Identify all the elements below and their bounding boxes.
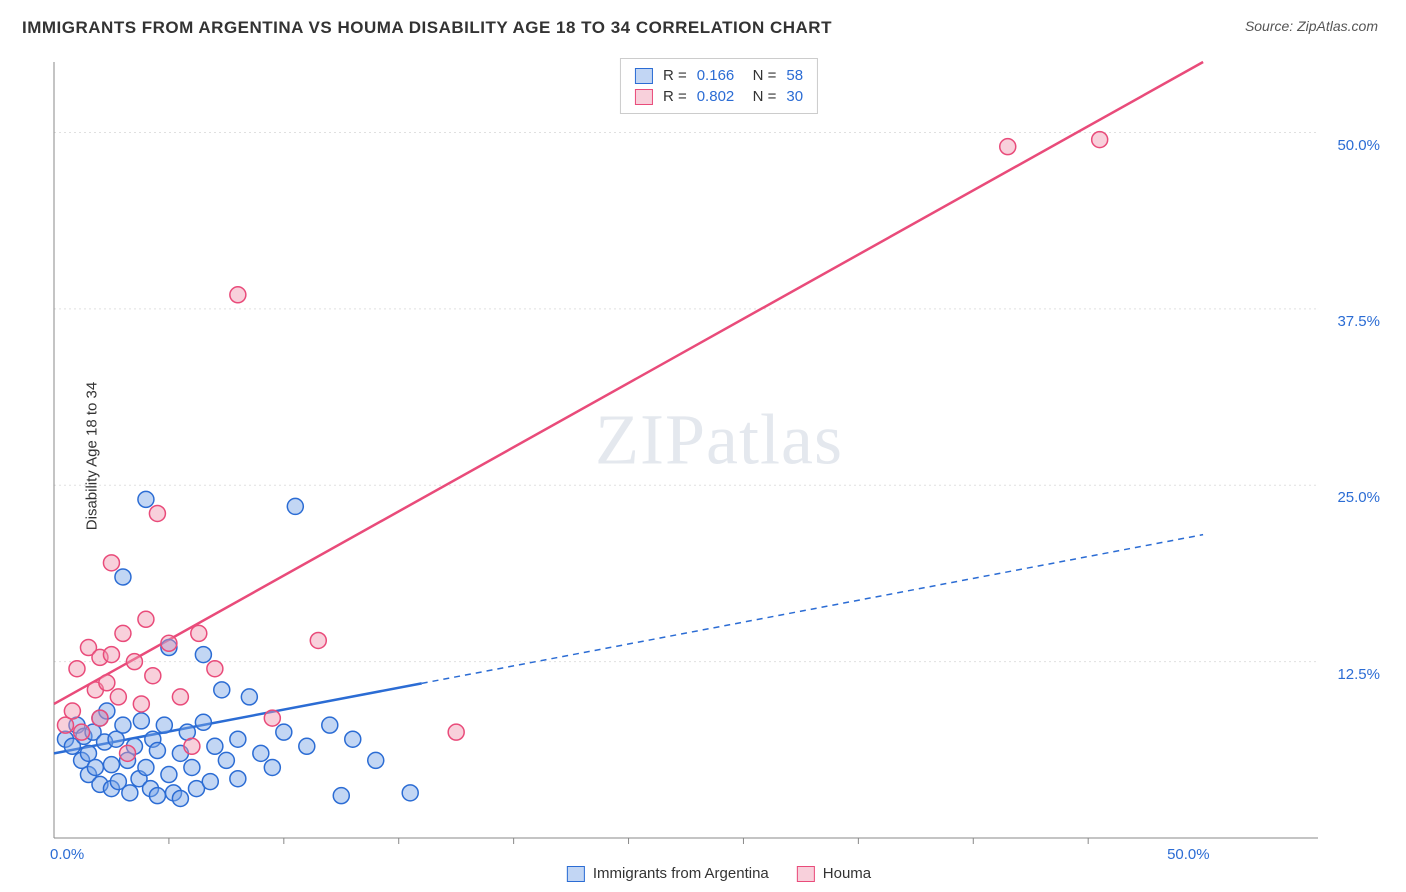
swatch-series-2b: [797, 866, 815, 882]
chart-title: IMMIGRANTS FROM ARGENTINA VS HOUMA DISAB…: [22, 18, 832, 38]
y-tick-label: 50.0%: [1337, 137, 1380, 154]
x-tick-label: 50.0%: [1167, 846, 1210, 863]
n-label: N =: [744, 88, 776, 105]
legend-label-2: Houma: [823, 865, 871, 882]
r-label: R =: [663, 88, 687, 105]
x-tick-label: 0.0%: [50, 846, 84, 863]
legend-row-2: R = 0.802 N = 30: [635, 86, 803, 107]
r-value-1: 0.166: [697, 67, 735, 84]
legend-item-2: Houma: [797, 865, 871, 882]
legend-label-1: Immigrants from Argentina: [593, 865, 769, 882]
title-bar: IMMIGRANTS FROM ARGENTINA VS HOUMA DISAB…: [0, 0, 1406, 48]
y-tick-label: 12.5%: [1337, 666, 1380, 683]
swatch-series-1: [635, 68, 653, 84]
scatter-plot: [50, 58, 1388, 854]
legend-item-1: Immigrants from Argentina: [567, 865, 769, 882]
n-value-2: 30: [786, 88, 803, 105]
swatch-series-1b: [567, 866, 585, 882]
y-tick-label: 37.5%: [1337, 313, 1380, 330]
source-label: Source: ZipAtlas.com: [1245, 18, 1378, 34]
legend-bottom: Immigrants from Argentina Houma: [567, 865, 871, 882]
swatch-series-2: [635, 89, 653, 105]
y-tick-label: 25.0%: [1337, 489, 1380, 506]
r-label: R =: [663, 67, 687, 84]
legend-top: R = 0.166 N = 58 R = 0.802 N = 30: [620, 58, 818, 114]
chart-area: Disability Age 18 to 34 ZIPatlas R = 0.1…: [50, 58, 1388, 854]
r-value-2: 0.802: [697, 88, 735, 105]
n-value-1: 58: [786, 67, 803, 84]
legend-row-1: R = 0.166 N = 58: [635, 65, 803, 86]
n-label: N =: [744, 67, 776, 84]
